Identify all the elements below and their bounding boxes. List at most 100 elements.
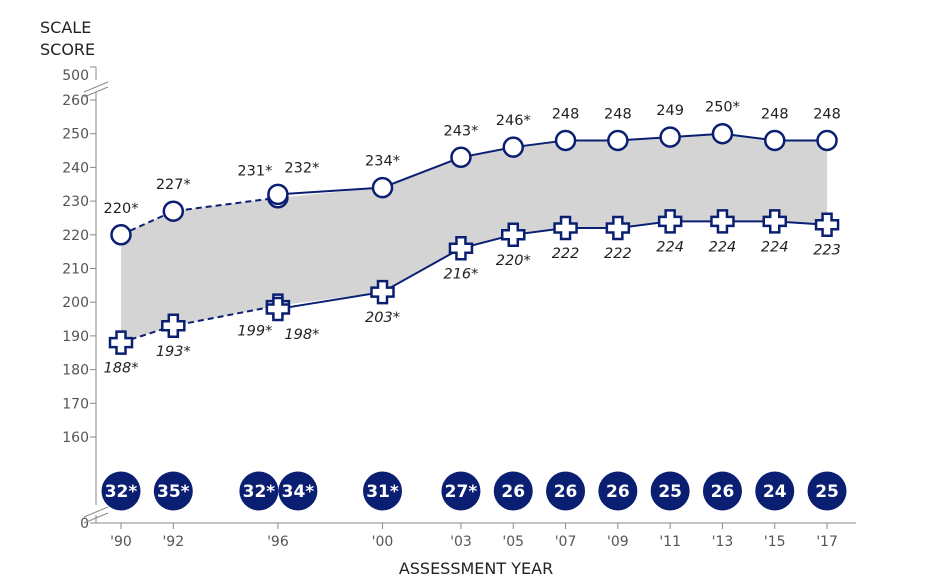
y-tick-label: 170 bbox=[62, 396, 89, 412]
score-gap-circle bbox=[755, 471, 795, 511]
x-tick-label: '90 bbox=[110, 534, 132, 550]
data-label: 231* bbox=[237, 164, 272, 180]
x-tick-label: '17 bbox=[816, 534, 838, 550]
data-label: 188* bbox=[104, 361, 139, 377]
data-label: 248 bbox=[604, 106, 632, 122]
data-label: 222 bbox=[552, 246, 580, 262]
score-gap-circle bbox=[546, 471, 586, 511]
circle-marker bbox=[371, 176, 394, 199]
x-tick-label: '96 bbox=[267, 534, 289, 550]
data-label: 216* bbox=[443, 266, 478, 282]
y-tick-label: 230 bbox=[62, 194, 89, 210]
circle-marker bbox=[450, 146, 472, 169]
circle-marker bbox=[162, 200, 185, 222]
axis-break-top-mark bbox=[83, 81, 109, 93]
y-tick-label: 200 bbox=[62, 295, 89, 311]
plus-marker bbox=[657, 209, 683, 234]
y-tick-label: 250 bbox=[62, 127, 89, 143]
plus-marker bbox=[161, 313, 186, 339]
score-gap-label: 26 bbox=[606, 482, 630, 502]
y-axis-title-line2: SCORE bbox=[40, 40, 95, 59]
score-gap-label: 24 bbox=[763, 482, 787, 502]
circle-marker bbox=[607, 129, 629, 152]
x-tick-label: '15 bbox=[764, 534, 786, 550]
data-label: 224 bbox=[761, 239, 789, 255]
score-gap-circle bbox=[702, 471, 742, 511]
score-gap-circle bbox=[650, 471, 690, 511]
x-tick-label: '03 bbox=[450, 534, 472, 550]
score-gap-label: 32* bbox=[243, 482, 276, 502]
x-tick-label: '05 bbox=[502, 534, 524, 550]
plus-marker bbox=[762, 209, 787, 234]
data-label: 220* bbox=[104, 201, 139, 217]
circle-marker bbox=[816, 129, 838, 152]
y-tick-label: 180 bbox=[62, 363, 89, 379]
plus-marker bbox=[605, 215, 631, 241]
data-label: 222 bbox=[604, 246, 632, 262]
score-gap-circle bbox=[493, 471, 533, 511]
data-label: 199* bbox=[237, 324, 272, 340]
y-axis-title-line1: SCALE bbox=[40, 18, 91, 37]
data-label: 220* bbox=[496, 253, 531, 269]
plus-marker bbox=[814, 212, 840, 237]
score-gap-label: 26 bbox=[501, 482, 525, 502]
circle-marker bbox=[711, 122, 734, 145]
circle-marker bbox=[502, 136, 524, 158]
score-gap-label: 27* bbox=[445, 482, 478, 502]
data-label: 243* bbox=[443, 123, 478, 139]
score-gap-label: 34* bbox=[282, 482, 315, 502]
circle-marker bbox=[764, 129, 786, 152]
score-gap-label: 26 bbox=[554, 482, 578, 502]
y-tick-label: 190 bbox=[62, 329, 89, 345]
plus-marker bbox=[501, 222, 526, 248]
score-gap-circle bbox=[278, 471, 318, 511]
plus-marker bbox=[265, 296, 291, 322]
x-tick-label: '92 bbox=[162, 534, 184, 550]
circle-marker bbox=[554, 129, 577, 152]
circle-marker bbox=[659, 126, 681, 148]
upper-accommodated-line bbox=[277, 132, 828, 196]
score-gap-label: 35* bbox=[157, 482, 190, 502]
y-tick-500: 500 bbox=[62, 68, 89, 84]
axis-break-bottom-mark bbox=[83, 512, 109, 524]
score-gap-circle bbox=[239, 471, 279, 511]
x-tick-label: '13 bbox=[712, 534, 734, 550]
score-gap-circle bbox=[441, 471, 481, 511]
y-tick-label: 160 bbox=[62, 430, 89, 446]
data-label: 203* bbox=[365, 310, 400, 326]
data-label: 223 bbox=[813, 243, 841, 259]
data-label: 234* bbox=[365, 154, 400, 170]
y-tick-0: 0 bbox=[80, 516, 89, 532]
score-gap-label: 25 bbox=[658, 482, 682, 502]
x-axis-title: ASSESSMENT YEAR bbox=[399, 559, 553, 578]
data-label: 249 bbox=[656, 103, 684, 119]
data-label: 224 bbox=[709, 239, 737, 255]
y-tick-label: 240 bbox=[62, 160, 89, 176]
data-label: 198* bbox=[284, 327, 319, 343]
plus-marker bbox=[710, 209, 735, 234]
y-tick-label: 260 bbox=[62, 93, 89, 109]
x-tick-label: '07 bbox=[555, 534, 577, 550]
data-label: 246* bbox=[496, 113, 531, 129]
score-gap-circle bbox=[807, 471, 847, 511]
plus-marker bbox=[448, 236, 474, 261]
axis-break-bottom-mark bbox=[83, 506, 109, 518]
data-label: 250* bbox=[705, 100, 740, 116]
x-tick-label: '11 bbox=[659, 534, 681, 550]
circle-marker bbox=[110, 224, 132, 246]
y-tick-label: 220 bbox=[62, 228, 89, 244]
data-label: 248 bbox=[761, 106, 789, 122]
data-label: 248 bbox=[552, 106, 580, 122]
x-tick-label: '09 bbox=[607, 534, 629, 550]
score-gap-circle bbox=[153, 471, 193, 511]
plus-marker bbox=[108, 330, 134, 355]
score-gap-label: 25 bbox=[815, 482, 839, 502]
gap-band-area bbox=[121, 133, 828, 343]
data-label: 232* bbox=[284, 160, 319, 176]
plus-marker bbox=[370, 279, 395, 305]
plus-marker bbox=[553, 215, 578, 241]
circle-marker bbox=[267, 183, 289, 206]
score-gap-circle bbox=[363, 471, 402, 511]
lower-accommodated-line bbox=[277, 220, 828, 310]
